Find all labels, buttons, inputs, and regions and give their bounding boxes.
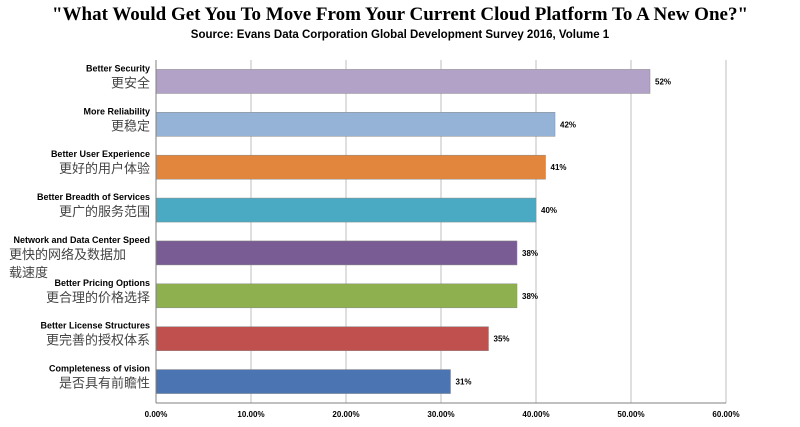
x-tick-label: 30.00%	[427, 410, 454, 419]
x-tick-label: 50.00%	[617, 410, 644, 419]
x-tick-label: 60.00%	[712, 410, 739, 419]
x-tick-label: 40.00%	[522, 410, 549, 419]
bar-7	[155, 369, 451, 394]
bar-4	[155, 240, 518, 266]
category-label-zh: 载速度	[9, 265, 48, 280]
category-label-en: Network and Data Center Speed	[13, 235, 150, 245]
chart-subtitle: Source: Evans Data Corporation Global De…	[190, 29, 610, 41]
data-label: 41%	[551, 163, 567, 172]
x-tick-label: 10.00%	[237, 410, 264, 419]
category-label-zh: 更好的用户体验	[59, 161, 150, 176]
category-label-zh: 更稳定	[111, 118, 150, 133]
category-label-en: Better Breadth of Services	[37, 192, 150, 202]
category-label-zh: 更合理的价格选择	[46, 290, 150, 305]
bar-2	[155, 154, 546, 180]
x-tick-label: 0.00%	[145, 410, 168, 419]
x-tick-label: 20.00%	[332, 410, 359, 419]
data-label: 52%	[655, 77, 671, 86]
data-label: 31%	[456, 378, 472, 387]
category-labels: Better Security 更安全 More Reliability 更稳定 Bet…	[9, 63, 150, 390]
bar-0	[155, 69, 651, 94]
category-label-en: Completeness of vision	[49, 364, 150, 374]
category-label-en: Better Pricing Options	[54, 278, 150, 288]
category-label-zh: 更快的网络及数据加	[9, 247, 126, 262]
data-label: 35%	[494, 335, 510, 344]
bars: 52% 42% 41% 40% 38% 38% 35% 31%	[155, 69, 671, 394]
category-label-zh: 更广的服务范围	[59, 204, 150, 219]
bar-5	[155, 283, 518, 309]
bar-1	[155, 112, 556, 137]
data-label: 38%	[522, 249, 538, 258]
bar-6	[155, 326, 489, 351]
category-label-zh: 是否具有前瞻性	[59, 376, 150, 391]
category-label-zh: 更安全	[111, 75, 150, 90]
data-label: 38%	[522, 292, 538, 301]
category-label-en: More Reliability	[83, 106, 150, 116]
data-label: 40%	[541, 206, 557, 215]
data-label: 42%	[560, 120, 576, 129]
category-label-zh: 更完善的授权体系	[46, 333, 150, 348]
category-label-en: Better License Structures	[40, 321, 150, 331]
category-label-en: Better User Experience	[51, 149, 150, 159]
category-label-en: Better Security	[86, 63, 150, 73]
chart-title: "What Would Get You To Move From Your Cu…	[51, 4, 748, 25]
gridlines	[155, 60, 727, 403]
bar-3	[155, 197, 537, 223]
x-axis: 0.00% 10.00% 20.00% 30.00% 40.00% 50.00% 60.00…	[145, 60, 740, 419]
